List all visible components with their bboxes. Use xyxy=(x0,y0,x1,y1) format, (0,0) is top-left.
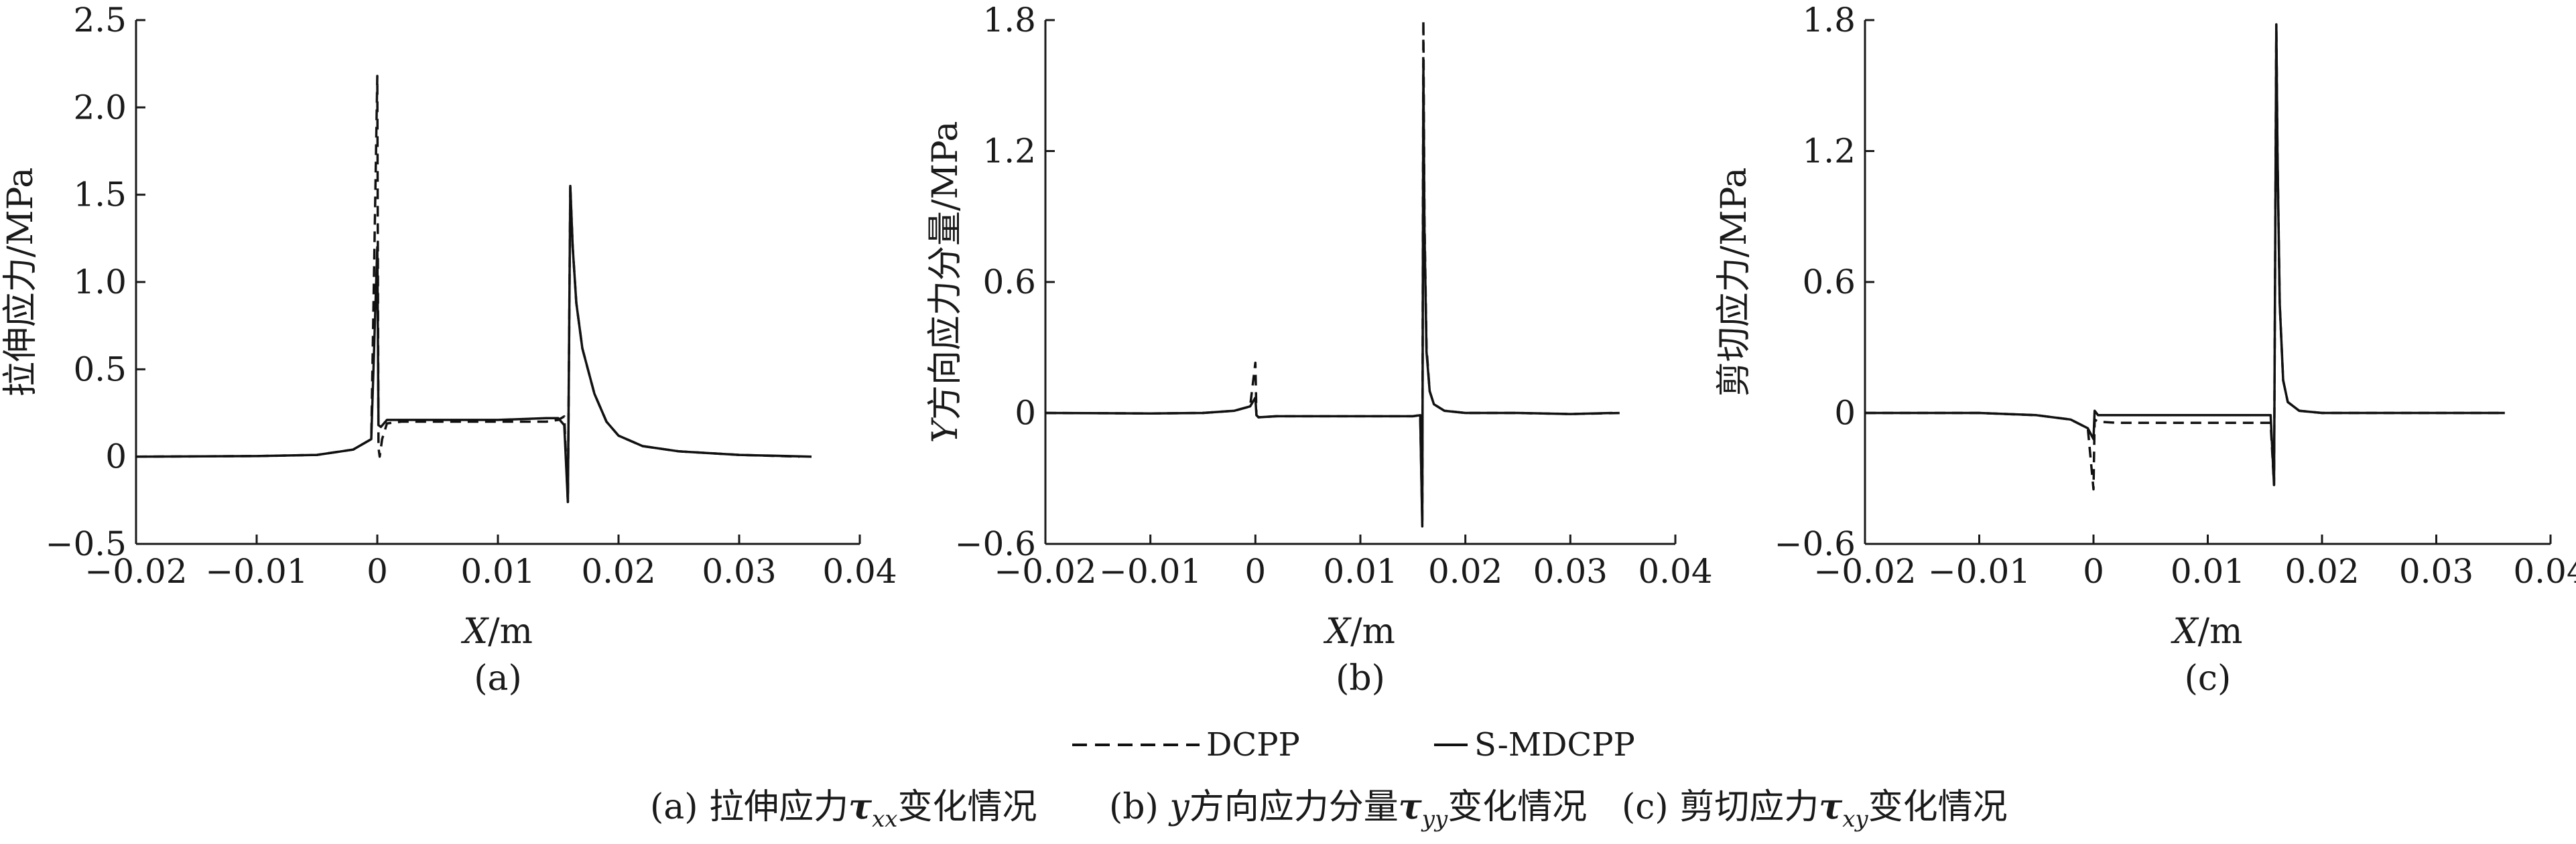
y-axis-label: 拉伸应力/MPa xyxy=(1,167,41,397)
caption-b-suffix: 变化情况 xyxy=(1447,787,1587,827)
y-tick-label: 2.0 xyxy=(73,88,127,127)
caption-a-symbol: τ xyxy=(848,786,873,827)
caption-c-suffix: 变化情况 xyxy=(1868,787,2008,827)
panel-b: −0.02 −0.01 0 0.01 0.02 0.03 0.04 −0.6 0 0.6 1.2 1.… xyxy=(925,1,1713,699)
x-tick-label: 0.04 xyxy=(1638,552,1712,591)
x-tick-label: 0.01 xyxy=(2171,552,2245,591)
series-s-mdcpp xyxy=(1045,62,1613,528)
y-axis-label-text: 方向应力分量/MPa xyxy=(925,121,966,420)
x-tick-label: 0.03 xyxy=(2399,552,2473,591)
y-axis-label-text: 剪切应力/MPa xyxy=(1714,167,1754,397)
x-axis-label-var: X xyxy=(1323,612,1352,652)
x-tick-label: 0 xyxy=(1244,552,1266,591)
x-tick-label: 0.04 xyxy=(822,552,897,591)
legend-dcpp-label: DCPP xyxy=(1206,726,1300,764)
x-axis-label-unit: /m xyxy=(1350,612,1395,652)
x-tick-label: −0.01 xyxy=(205,552,308,591)
caption-b-y: y xyxy=(1168,787,1189,827)
caption-c: (c) 剪切应力τxy变化情况 xyxy=(1622,786,2008,833)
series-dcpp xyxy=(1865,23,2505,491)
y-tick-label: −0.6 xyxy=(955,524,1036,563)
y-axis-label: Y方向应力分量/MPa xyxy=(925,121,966,443)
y-tick-label: 0 xyxy=(105,437,127,476)
legend: DCPP S-MDCPP xyxy=(1072,726,1635,764)
caption-b-subscript: yy xyxy=(1421,806,1448,833)
caption-b-middle: 方向应力分量 xyxy=(1189,787,1399,827)
legend-smdcpp-label: S-MDCPP xyxy=(1474,726,1635,764)
x-tick-label: 0.01 xyxy=(1323,552,1397,591)
caption-a-prefix: (a) 拉伸应力 xyxy=(650,787,848,827)
caption-a-subscript: xx xyxy=(872,806,897,833)
x-tick-label: 0.02 xyxy=(581,552,655,591)
y-tick-label: 1.0 xyxy=(73,263,127,301)
caption-b-symbol: τ xyxy=(1399,786,1423,827)
x-tick-label: −0.01 xyxy=(1099,552,1202,591)
caption-b-prefix: (b) xyxy=(1109,787,1169,827)
y-axis-label-var: Y xyxy=(925,417,966,443)
series-s-mdcpp xyxy=(1865,23,2505,486)
x-axis-label: X/m xyxy=(1323,612,1395,652)
x-axis-label-unit: /m xyxy=(2198,612,2243,652)
panel-caption: (c) xyxy=(2185,658,2232,699)
panel-caption: (b) xyxy=(1336,658,1385,699)
y-tick-label: 1.5 xyxy=(73,175,127,214)
x-tick-label: 0.02 xyxy=(2284,552,2359,591)
x-tick-label: 0.03 xyxy=(1533,552,1608,591)
y-tick-label: 0 xyxy=(1015,394,1036,433)
x-tick-label: −0.02 xyxy=(994,552,1096,591)
x-tick-label: 0 xyxy=(2083,552,2104,591)
y-tick-label: 0.6 xyxy=(982,263,1036,301)
figure-caption: (a) 拉伸应力τxx变化情况 (b) y方向应力分量τyy变化情况 (c) 剪… xyxy=(650,786,2008,833)
x-tick-label: −0.01 xyxy=(1928,552,2031,591)
series-dcpp xyxy=(1045,19,1623,524)
x-tick-label: −0.02 xyxy=(1813,552,1916,591)
caption-c-subscript: xy xyxy=(1842,806,1868,833)
y-tick-label: 1.8 xyxy=(982,1,1036,40)
y-tick-label: 0.6 xyxy=(1802,263,1856,301)
x-tick-label: −0.02 xyxy=(84,552,187,591)
y-tick-label: 1.2 xyxy=(1802,132,1856,171)
y-tick-label: 0.5 xyxy=(73,350,127,389)
caption-c-prefix: (c) 剪切应力 xyxy=(1622,787,1819,827)
panel-caption: (a) xyxy=(474,658,522,699)
panel-a: −0.02 −0.01 0 0.01 0.02 0.03 0.04 −0.5 0 0.5 1.0 1.… xyxy=(1,1,897,699)
y-tick-label: −0.6 xyxy=(1775,524,1856,563)
x-axis-label-unit: /m xyxy=(488,612,533,652)
x-tick-label: 0 xyxy=(367,552,388,591)
caption-c-symbol: τ xyxy=(1819,786,1843,827)
x-tick-label: 0.03 xyxy=(702,552,776,591)
y-tick-label: 0 xyxy=(1834,394,1856,433)
y-tick-label: 2.5 xyxy=(73,1,127,40)
x-tick-label: 0.01 xyxy=(460,552,535,591)
x-axis-label: X/m xyxy=(460,612,533,652)
y-tick-label: 1.8 xyxy=(1802,1,1856,40)
y-axis-label: 剪切应力/MPa xyxy=(1714,167,1754,397)
y-axis-label-text: 拉伸应力/MPa xyxy=(1,167,41,397)
y-tick-label: 1.2 xyxy=(982,132,1036,171)
caption-b: (b) y方向应力分量τyy变化情况 xyxy=(1109,786,1587,833)
x-tick-label: 0.02 xyxy=(1428,552,1502,591)
y-tick-label: −0.5 xyxy=(46,524,127,563)
series-s-mdcpp xyxy=(135,184,812,504)
caption-a-suffix: 变化情况 xyxy=(897,787,1037,827)
x-axis-label-var: X xyxy=(2171,612,2199,652)
panel-c: −0.02 −0.01 0 0.01 0.02 0.03 0.04 −0.6 0 0.6 1.2 1.… xyxy=(1714,1,2576,699)
x-tick-label: 0.04 xyxy=(2513,552,2576,591)
x-axis-label: X/m xyxy=(2171,612,2243,652)
x-axis-label-var: X xyxy=(460,612,489,652)
caption-a: (a) 拉伸应力τxx变化情况 xyxy=(650,786,1037,833)
series-dcpp xyxy=(135,74,800,504)
